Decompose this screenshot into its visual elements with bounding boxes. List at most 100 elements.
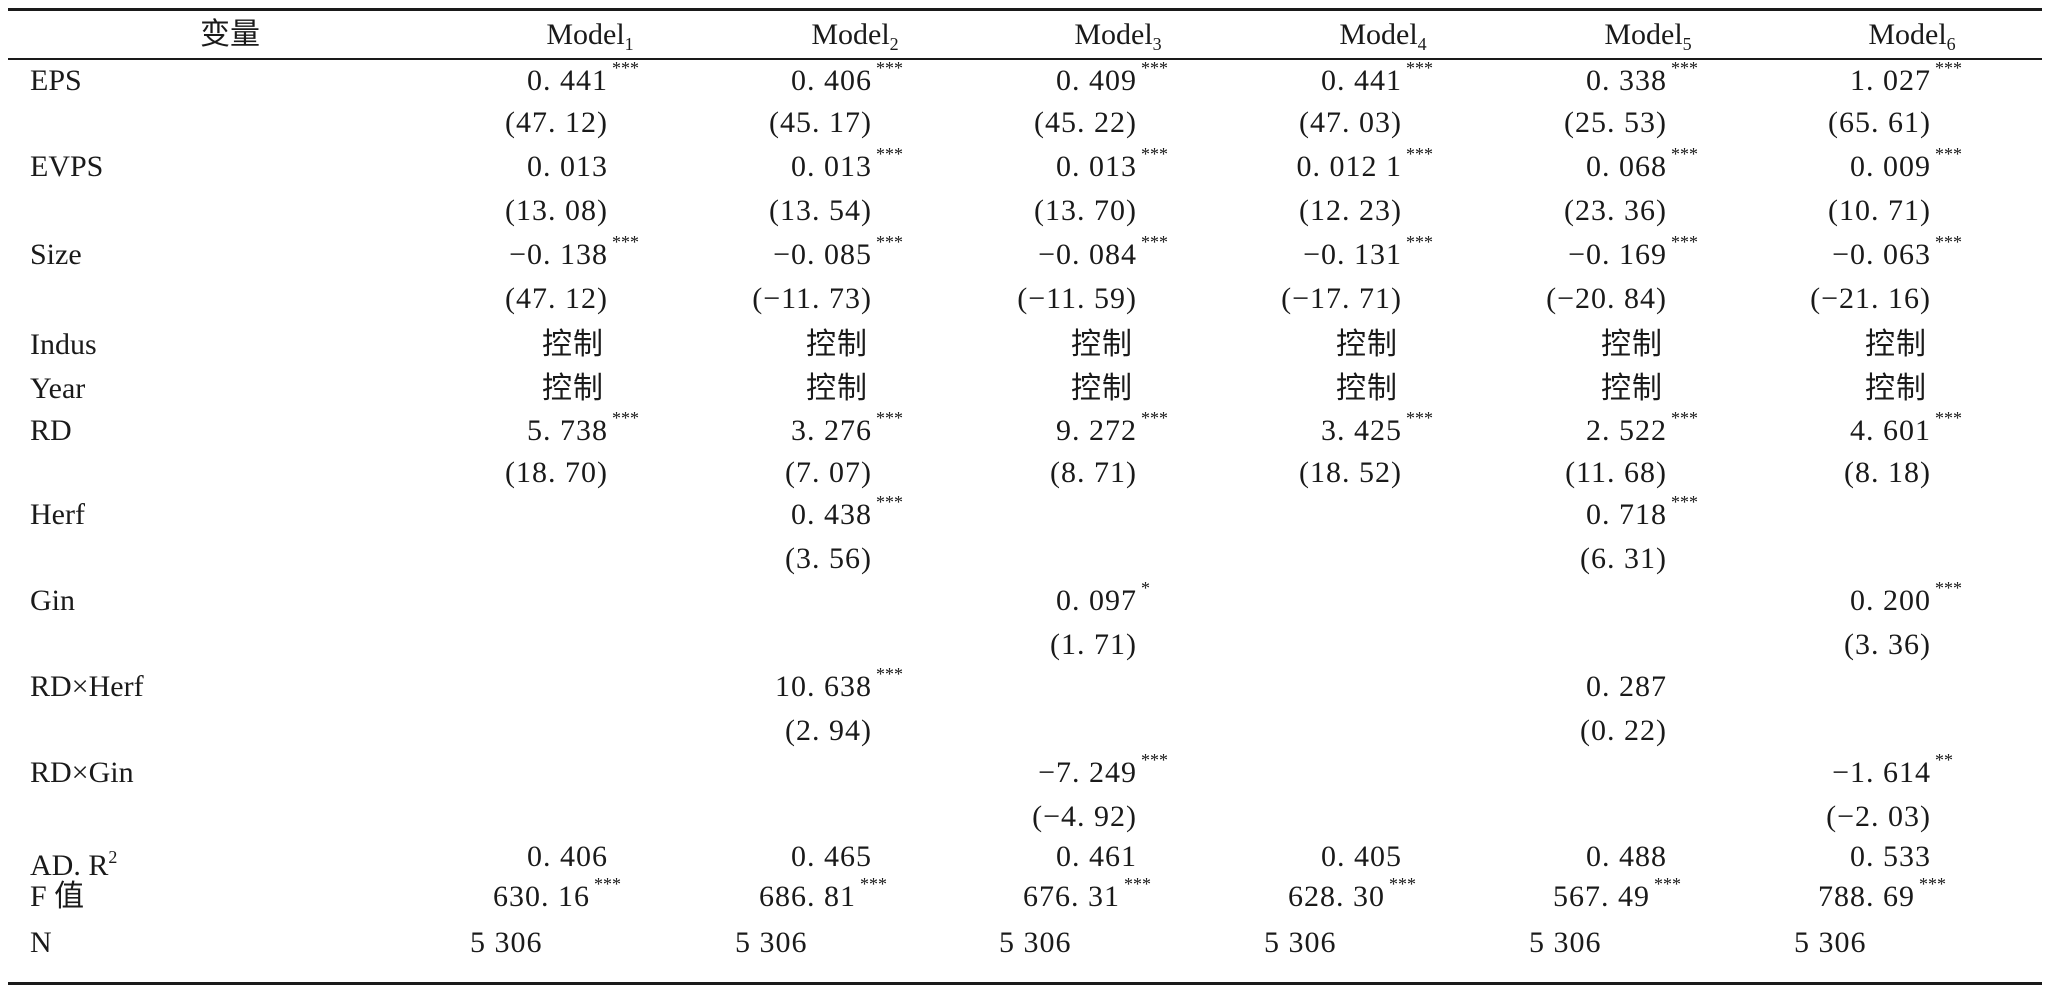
cell-value: 3. 276 bbox=[791, 414, 872, 447]
cell-value: 10. 638 bbox=[775, 670, 872, 703]
significance-stars: *** bbox=[1141, 750, 1168, 770]
cell-value: (18. 70) bbox=[505, 456, 608, 489]
cell-value: 控制 bbox=[1336, 328, 1398, 361]
header-model-2: Model2 bbox=[811, 18, 899, 54]
table-row: RD×Herf 10. 638 *** 0. 287 bbox=[0, 664, 2048, 708]
cell-value: (8. 18) bbox=[1844, 456, 1931, 489]
significance-stars: *** bbox=[1935, 408, 1962, 428]
cell-value: (47. 12) bbox=[505, 282, 608, 315]
cell-value: 控制 bbox=[806, 372, 868, 405]
significance-stars: *** bbox=[1406, 232, 1433, 252]
row-label: Size bbox=[30, 238, 82, 271]
cell-value: 控制 bbox=[542, 328, 604, 361]
significance-stars: *** bbox=[1406, 408, 1433, 428]
table-row: Indus 控制 控制 控制 控制 控制 控制 bbox=[0, 324, 2048, 366]
cell-value: 2. 522 bbox=[1586, 414, 1667, 447]
significance-stars: *** bbox=[876, 144, 903, 164]
table-row: (47. 12) (45. 17) (45. 22) (47. 03) (25. 53)… bbox=[0, 102, 2048, 144]
cell-value: (−2. 03) bbox=[1826, 800, 1931, 833]
cell-value: 0. 406 bbox=[791, 64, 872, 97]
cell-value: 0. 097 bbox=[1056, 584, 1137, 617]
cell-value: 0. 465 bbox=[791, 840, 872, 873]
cell-value: (2. 94) bbox=[785, 714, 872, 747]
table-row: Size −0. 138 *** −0. 085 *** −0. 084 *** −0. 13… bbox=[0, 232, 2048, 276]
cell-value: 0. 338 bbox=[1586, 64, 1667, 97]
cell-value: (3. 56) bbox=[785, 542, 872, 575]
cell-value: 0. 200 bbox=[1850, 584, 1931, 617]
cell-value: (−11. 59) bbox=[1017, 282, 1137, 315]
cell-value: 0. 013 bbox=[1056, 150, 1137, 183]
significance-stars: *** bbox=[876, 408, 903, 428]
cell-value: −0. 063 bbox=[1832, 238, 1931, 271]
cell-value: 630. 16 bbox=[493, 880, 590, 913]
cell-value: (65. 61) bbox=[1828, 106, 1931, 139]
significance-stars: *** bbox=[1935, 144, 1962, 164]
row-label: N bbox=[30, 926, 52, 959]
cell-value: 控制 bbox=[542, 372, 604, 405]
significance-stars: *** bbox=[1671, 492, 1698, 512]
table-row: (2. 94) (0. 22) bbox=[0, 710, 2048, 752]
table-header-rule bbox=[8, 58, 2042, 60]
cell-value: (3. 36) bbox=[1844, 628, 1931, 661]
cell-value: (25. 53) bbox=[1564, 106, 1667, 139]
cell-value: (8. 71) bbox=[1050, 456, 1137, 489]
cell-value: (0. 22) bbox=[1580, 714, 1667, 747]
table-row: RD×Gin −7. 249 *** −1. 614 ** bbox=[0, 750, 2048, 794]
row-label: AD. R2 bbox=[30, 847, 118, 882]
cell-value: 9. 272 bbox=[1056, 414, 1137, 447]
cell-value: 5 306 bbox=[999, 926, 1072, 959]
table-top-rule bbox=[8, 8, 2042, 11]
cell-value: 0. 488 bbox=[1586, 840, 1667, 873]
cell-value: (45. 22) bbox=[1034, 106, 1137, 139]
table-row: AD. R2 0. 406 0. 465 0. 461 0. 405 0. 488 0. 5… bbox=[0, 836, 2048, 882]
cell-value: 5 306 bbox=[470, 926, 543, 959]
cell-value: 676. 31 bbox=[1023, 880, 1120, 913]
header-model-6: Model6 bbox=[1868, 18, 1956, 54]
cell-value: (13. 54) bbox=[769, 194, 872, 227]
cell-value: (6. 31) bbox=[1580, 542, 1667, 575]
significance-stars: *** bbox=[1389, 874, 1416, 894]
row-label: Year bbox=[30, 372, 86, 405]
table-row: (1. 71) (3. 36) bbox=[0, 624, 2048, 666]
table-bottom-rule bbox=[8, 982, 2042, 985]
cell-value: 5. 738 bbox=[527, 414, 608, 447]
cell-value: 0. 441 bbox=[1321, 64, 1402, 97]
cell-value: (1. 71) bbox=[1050, 628, 1137, 661]
cell-value: 0. 461 bbox=[1056, 840, 1137, 873]
cell-value: 控制 bbox=[1336, 372, 1398, 405]
cell-value: 1. 027 bbox=[1850, 64, 1931, 97]
significance-stars: *** bbox=[876, 492, 903, 512]
significance-stars: *** bbox=[1124, 874, 1151, 894]
table-row: F 值 630. 16 *** 686. 81 *** 676. 31 *** 628. 30… bbox=[0, 874, 2048, 918]
cell-value: (47. 12) bbox=[505, 106, 608, 139]
significance-stars: *** bbox=[1919, 874, 1946, 894]
table-row: EPS 0. 441 *** 0. 406 *** 0. 409 *** 0. 441 *** 0… bbox=[0, 58, 2048, 102]
row-label: F 值 bbox=[30, 880, 85, 913]
cell-value: 628. 30 bbox=[1288, 880, 1385, 913]
significance-stars: *** bbox=[876, 664, 903, 684]
significance-stars: *** bbox=[1935, 232, 1962, 252]
cell-value: 0. 012 1 bbox=[1296, 150, 1402, 183]
table-row: EVPS 0. 013 0. 013 *** 0. 013 *** 0. 012 1 *** 0… bbox=[0, 144, 2048, 188]
cell-value: −7. 249 bbox=[1038, 756, 1137, 789]
cell-value: 0. 405 bbox=[1321, 840, 1402, 873]
row-label: EVPS bbox=[30, 150, 104, 183]
significance-stars: *** bbox=[1141, 144, 1168, 164]
cell-value: (11. 68) bbox=[1565, 456, 1667, 489]
cell-value: 0. 009 bbox=[1850, 150, 1931, 183]
cell-value: 控制 bbox=[1071, 372, 1133, 405]
header-model-4: Model4 bbox=[1339, 18, 1427, 54]
table-row: RD 5. 738 *** 3. 276 *** 9. 272 *** 3. 425 *** 2.… bbox=[0, 408, 2048, 452]
cell-value: (47. 03) bbox=[1299, 106, 1402, 139]
cell-value: 5 306 bbox=[1264, 926, 1337, 959]
cell-value: 5 306 bbox=[1794, 926, 1867, 959]
cell-value: −0. 084 bbox=[1038, 238, 1137, 271]
table-row: (13. 08) (13. 54) (13. 70) (12. 23) (23. 36)… bbox=[0, 190, 2048, 232]
cell-value: (23. 36) bbox=[1564, 194, 1667, 227]
cell-value: 788. 69 bbox=[1818, 880, 1915, 913]
table-row: (−4. 92) (−2. 03) bbox=[0, 796, 2048, 838]
row-label: RD×Herf bbox=[30, 670, 144, 703]
cell-value: (12. 23) bbox=[1299, 194, 1402, 227]
significance-stars: *** bbox=[612, 232, 639, 252]
cell-value: 控制 bbox=[1865, 328, 1927, 361]
